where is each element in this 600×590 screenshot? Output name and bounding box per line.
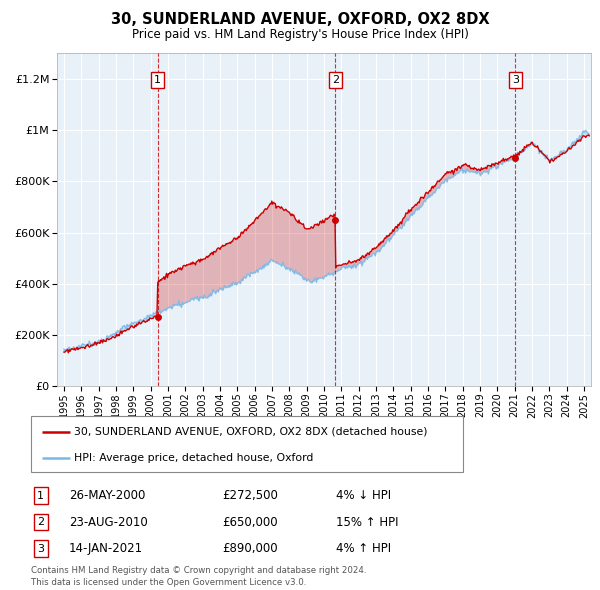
Text: 3: 3 [37, 544, 44, 553]
Text: 4% ↑ HPI: 4% ↑ HPI [336, 542, 391, 555]
Text: Contains HM Land Registry data © Crown copyright and database right 2024.
This d: Contains HM Land Registry data © Crown c… [31, 566, 367, 587]
Text: £650,000: £650,000 [222, 516, 278, 529]
Text: 15% ↑ HPI: 15% ↑ HPI [336, 516, 398, 529]
Text: £272,500: £272,500 [222, 489, 278, 502]
Text: 30, SUNDERLAND AVENUE, OXFORD, OX2 8DX (detached house): 30, SUNDERLAND AVENUE, OXFORD, OX2 8DX (… [74, 427, 428, 437]
Text: 2: 2 [332, 75, 339, 85]
Text: 1: 1 [154, 75, 161, 85]
Text: 14-JAN-2021: 14-JAN-2021 [69, 542, 143, 555]
Text: 4% ↓ HPI: 4% ↓ HPI [336, 489, 391, 502]
Text: 2: 2 [37, 517, 44, 527]
Text: 26-MAY-2000: 26-MAY-2000 [69, 489, 145, 502]
Text: 1: 1 [37, 491, 44, 500]
Text: 30, SUNDERLAND AVENUE, OXFORD, OX2 8DX: 30, SUNDERLAND AVENUE, OXFORD, OX2 8DX [110, 12, 490, 27]
Text: 23-AUG-2010: 23-AUG-2010 [69, 516, 148, 529]
Text: HPI: Average price, detached house, Oxford: HPI: Average price, detached house, Oxfo… [74, 453, 314, 463]
FancyBboxPatch shape [31, 416, 463, 472]
Text: Price paid vs. HM Land Registry's House Price Index (HPI): Price paid vs. HM Land Registry's House … [131, 28, 469, 41]
Text: £890,000: £890,000 [222, 542, 278, 555]
Text: 3: 3 [512, 75, 519, 85]
